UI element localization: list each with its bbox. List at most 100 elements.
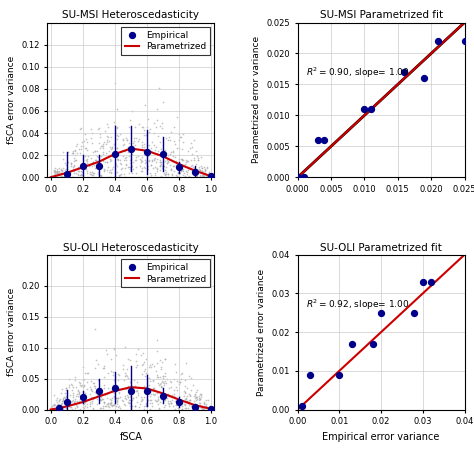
Point [113, 162, 121, 169]
Point [114, 395, 122, 402]
Point [74, 171, 82, 178]
Point [109, 345, 117, 352]
Point [161, 392, 169, 400]
Point [162, 149, 169, 157]
Point [201, 169, 209, 176]
Point [164, 136, 172, 144]
Point [191, 165, 199, 172]
Point [192, 393, 200, 400]
Point [306, 371, 314, 378]
Point [132, 156, 139, 163]
Point [87, 386, 95, 393]
Point [100, 362, 108, 369]
Point [58, 167, 66, 174]
Empirical [127, 387, 135, 395]
Point [192, 170, 200, 177]
Point [110, 393, 118, 400]
Point [117, 159, 124, 166]
Point [88, 130, 95, 137]
Point [109, 140, 117, 147]
Point [110, 402, 118, 409]
Point [72, 148, 79, 155]
Point [188, 403, 195, 410]
Point [149, 377, 157, 384]
Point [93, 400, 101, 408]
Point [160, 378, 167, 386]
Point [195, 400, 203, 407]
Point [107, 367, 114, 374]
Point [198, 168, 205, 175]
Point [90, 159, 97, 166]
Point [124, 356, 132, 363]
Point [136, 135, 143, 143]
Point [121, 173, 129, 180]
Point [111, 382, 119, 389]
Point [77, 383, 84, 390]
Point [150, 385, 158, 392]
Point [99, 157, 107, 164]
Point [180, 156, 187, 163]
Point [369, 340, 376, 347]
Point [51, 401, 58, 409]
Point [128, 402, 136, 410]
Point [150, 363, 158, 370]
Point [148, 402, 155, 409]
Point [59, 395, 67, 402]
Point [162, 379, 169, 387]
Point [155, 85, 163, 92]
Point [122, 153, 129, 160]
Point [410, 309, 418, 316]
Point [86, 402, 94, 409]
Point [145, 157, 152, 164]
Point [67, 392, 74, 399]
Point [104, 121, 111, 128]
Point [146, 361, 154, 368]
Point [55, 169, 62, 176]
Point [161, 378, 169, 385]
Point [177, 378, 184, 385]
Point [126, 156, 134, 163]
Point [77, 171, 84, 179]
Point [114, 399, 121, 406]
Point [146, 173, 154, 180]
Point [59, 398, 67, 405]
Parametrized [80, 165, 85, 170]
Point [177, 370, 184, 377]
Point [162, 171, 169, 178]
Point [190, 137, 198, 144]
Point [155, 405, 162, 412]
Point [81, 376, 88, 383]
Point [180, 392, 188, 399]
Point [73, 402, 81, 409]
Point [83, 159, 91, 166]
Point [154, 398, 161, 405]
Point [87, 154, 94, 161]
Point [180, 387, 188, 395]
Point [70, 158, 78, 165]
Empirical [111, 384, 118, 392]
Point [159, 125, 166, 132]
Point [88, 398, 95, 405]
Point [121, 394, 128, 401]
Point [54, 171, 62, 178]
Point [94, 361, 102, 368]
Point [102, 140, 110, 148]
Point [63, 404, 70, 411]
Point [195, 392, 202, 400]
Point [96, 386, 104, 393]
Point [164, 159, 172, 166]
Point [191, 398, 198, 405]
Point [82, 144, 90, 151]
Point [109, 371, 117, 378]
Point [139, 360, 147, 367]
Point [92, 165, 100, 172]
Point [181, 389, 189, 396]
Point [196, 402, 203, 410]
Point [108, 153, 116, 160]
Point [191, 165, 198, 172]
Point [53, 394, 61, 401]
Point [147, 390, 155, 397]
Point [100, 167, 108, 175]
Point [55, 174, 63, 181]
Point [142, 400, 150, 407]
